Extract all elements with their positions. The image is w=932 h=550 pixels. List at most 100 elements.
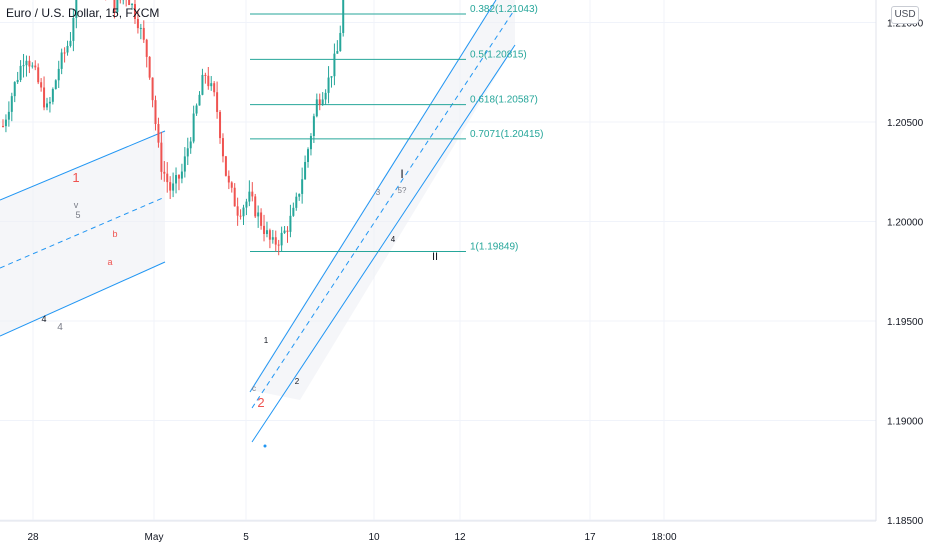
candle-body	[321, 99, 324, 105]
candle-body	[333, 53, 336, 77]
left-channel-upper	[0, 130, 166, 201]
candle-body	[169, 182, 172, 191]
candle-body	[260, 212, 263, 226]
candle-body	[40, 82, 43, 88]
candle-body	[268, 230, 271, 240]
candle-body	[204, 74, 207, 76]
candle-body	[31, 65, 34, 67]
right-channel-fill	[250, 0, 515, 400]
candle-body	[227, 175, 230, 183]
candle-body	[19, 65, 22, 80]
candle-body	[7, 111, 10, 120]
candle-body	[136, 19, 139, 29]
candle-body	[166, 173, 169, 183]
candle-body	[295, 196, 298, 208]
candle-body	[245, 201, 248, 208]
candle-body	[239, 215, 242, 217]
candle-body	[51, 89, 54, 102]
candle-body	[265, 230, 268, 234]
wave-label: 1	[264, 336, 269, 345]
channel-anchor-dot	[263, 444, 267, 448]
candle-body	[207, 75, 210, 87]
candle-body	[189, 141, 192, 149]
price-tick-label: 1.19000	[887, 417, 924, 428]
candle-body	[221, 138, 224, 157]
candle-body	[22, 65, 25, 67]
candle-body	[336, 51, 339, 54]
right-channel-lower	[251, 44, 516, 443]
price-tick-label: 1.18500	[887, 516, 924, 527]
candle-body	[324, 92, 327, 100]
candle-body	[13, 82, 16, 97]
candle-body	[301, 179, 304, 194]
candle-body	[37, 67, 40, 83]
candle-body	[25, 60, 28, 66]
candle-body	[327, 77, 330, 93]
candle-body	[236, 206, 239, 216]
candle-body	[151, 77, 154, 101]
wave-label: 1	[72, 170, 79, 185]
currency-button[interactable]: USD	[891, 6, 919, 24]
candle-body	[216, 92, 219, 112]
candle-body	[60, 52, 63, 69]
candle-body	[148, 56, 151, 78]
candle-body	[142, 27, 145, 40]
time-tick-label: 12	[454, 532, 466, 543]
candle-body	[251, 191, 254, 197]
candle-body	[16, 79, 19, 83]
time-tick-label: 17	[584, 532, 596, 543]
candle-body	[69, 40, 72, 46]
candle-body	[283, 230, 286, 233]
time-tick-label: 18:00	[651, 532, 676, 543]
symbol-title: Euro / U.S. Dollar, 15, FXCM	[6, 6, 160, 20]
wave-label: I	[400, 167, 403, 181]
candle-body	[145, 39, 148, 57]
candle-body	[213, 83, 216, 93]
left-channel-fill	[0, 131, 165, 336]
candle-body	[186, 148, 189, 157]
right-channel-mid	[251, 11, 514, 409]
candle-body	[160, 142, 163, 172]
elliott-channels	[0, 0, 516, 448]
price-tick-label: 1.21000	[887, 19, 924, 30]
candle-body	[128, 0, 131, 6]
candle-body	[63, 52, 66, 54]
candle-body	[4, 119, 7, 127]
candle-body	[172, 183, 175, 191]
time-tick-label: May	[145, 532, 164, 543]
candle-body	[48, 101, 51, 104]
fib-level-label: 0.618(1.20587)	[470, 95, 538, 106]
wave-label: 5	[75, 210, 80, 220]
candle-body	[198, 94, 201, 106]
candle-body	[154, 100, 157, 125]
wave-label: b	[112, 229, 117, 239]
wave-label: II	[432, 251, 438, 263]
candle-body	[139, 27, 142, 29]
price-axis[interactable]: 1.18500 1.19000 1.19500 1.20000 1.20500 1.210…	[875, 0, 924, 527]
candle-body	[195, 105, 198, 114]
time-axis[interactable]: 28 May 5 10 12 17 18:00	[0, 520, 876, 543]
candle-body	[230, 182, 233, 188]
candle-body	[113, 0, 116, 12]
fibonacci-retracement[interactable]: 0(1.21781)0.236(1.21325)0.382(1.21043)0.…	[250, 0, 543, 253]
candle-body	[271, 237, 274, 240]
candle-body	[263, 225, 266, 234]
candle-body	[75, 0, 78, 18]
candle-body	[66, 45, 69, 53]
candle-body	[157, 124, 160, 143]
price-tick-label: 1.20500	[887, 118, 924, 129]
candle-body	[307, 149, 310, 162]
candle-body	[312, 116, 315, 136]
candle-body	[2, 125, 4, 127]
candle-body	[289, 215, 292, 232]
candle-body	[304, 161, 307, 180]
candle-body	[224, 156, 227, 176]
wave-label: 2	[295, 377, 300, 386]
candle-body	[10, 96, 13, 112]
fib-level-label: 0.7071(1.20415)	[470, 129, 543, 140]
candle-body	[177, 175, 180, 179]
candle-body	[254, 196, 257, 217]
candle-body	[210, 83, 213, 87]
